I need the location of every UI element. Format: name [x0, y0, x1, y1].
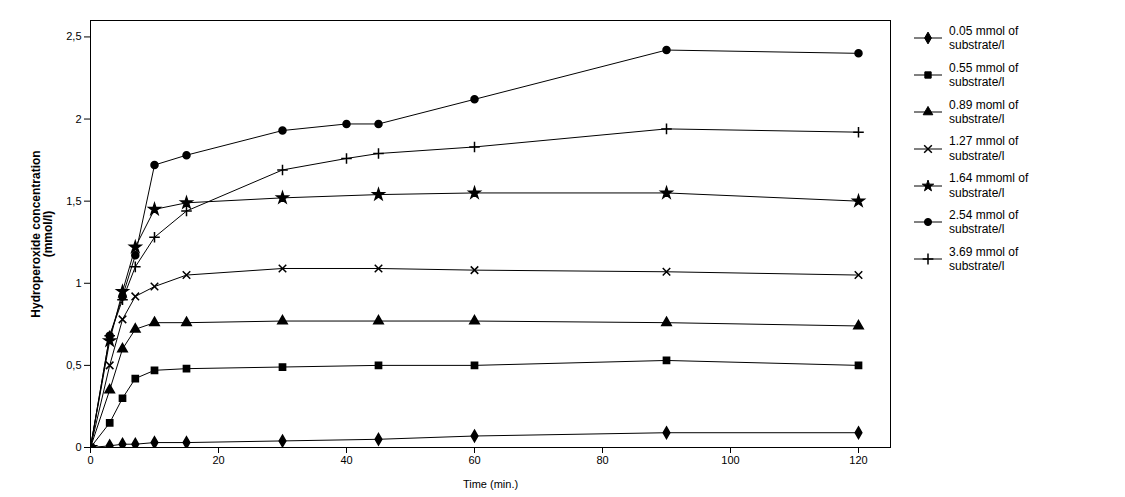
html-text:0.55 mmol of substrate/l: 0.55 mmol of substrate/l: [949, 60, 1019, 90]
svg-text:Hydroperoxide concentration(mm: Hydroperoxide concentration(mmol/l): [29, 150, 55, 317]
svg-text:120: 120: [849, 454, 867, 466]
html-text:1.64 mmoml of substrate/l: 1.64 mmoml of substrate/l: [949, 171, 1029, 200]
html-text:1.27 mmol of substrate/l: 1.27 mmol of substrate/l: [949, 134, 1019, 163]
svg-text:1: 1: [75, 277, 81, 289]
html-text:0.05 mmol of substrate/l: 0.05 mmol of substrate/l: [949, 24, 1019, 53]
svg-text:1,5: 1,5: [66, 195, 81, 207]
svg-text:60: 60: [468, 454, 480, 466]
svg-text:2,5: 2,5: [66, 30, 81, 42]
html-text:0.89 moml of substrate/l: 0.89 moml of substrate/l: [949, 97, 1019, 126]
svg-text:0: 0: [87, 454, 93, 466]
svg-text:0: 0: [75, 441, 81, 453]
svg-text:100: 100: [721, 454, 739, 466]
svg-text:0,5: 0,5: [66, 359, 81, 371]
svg-text:20: 20: [212, 454, 224, 466]
html-text:2.54 mmol of substrate/l: 2.54 mmol of substrate/l: [949, 207, 1019, 237]
svg-text:2: 2: [75, 113, 81, 125]
svg-text:40: 40: [340, 454, 352, 466]
html-text:3.69 mmol of substrate/l: 3.69 mmol of substrate/l: [949, 244, 1019, 274]
svg-text:Time (min.): Time (min.): [463, 478, 518, 490]
svg-text:80: 80: [596, 454, 608, 466]
